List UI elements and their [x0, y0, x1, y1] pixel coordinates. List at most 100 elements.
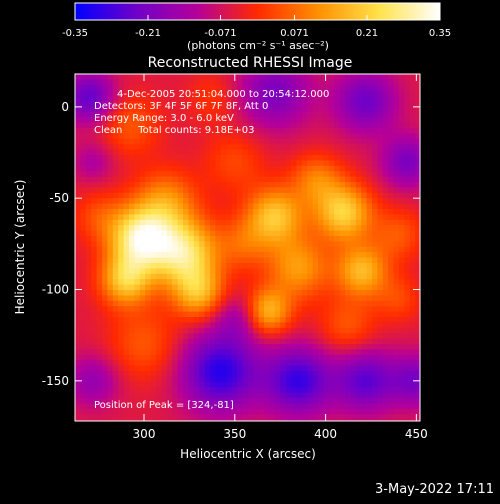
heatmap-cell: [161, 90, 168, 97]
heatmap-cell: [102, 360, 108, 367]
heatmap-cell: [123, 236, 130, 242]
heatmap-cell: [253, 95, 260, 102]
x-tick-label: 300: [133, 427, 156, 441]
heatmap-cell: [247, 252, 254, 259]
heatmap-cell: [285, 219, 292, 226]
heatmap-cell: [204, 252, 211, 259]
heatmap-cell: [253, 160, 260, 167]
heatmap-cell: [237, 95, 243, 102]
heatmap-cell: [415, 95, 420, 102]
heatmap-cell: [409, 354, 416, 361]
heatmap-cell: [166, 252, 173, 259]
heatmap-cell: [291, 187, 297, 194]
heatmap-cell: [274, 300, 281, 307]
heatmap-cell: [404, 155, 411, 161]
heatmap-cell: [166, 317, 173, 323]
heatmap-cell: [172, 117, 179, 124]
heatmap-cell: [204, 111, 211, 118]
heatmap-cell: [91, 225, 98, 232]
heatmap-cell: [258, 295, 265, 302]
heatmap-cell: [215, 398, 222, 404]
heatmap-cell: [328, 257, 335, 264]
heatmap-cell: [355, 290, 362, 296]
heatmap-cell: [75, 198, 81, 205]
heatmap-cell: [366, 344, 373, 350]
heatmap-cell: [150, 198, 157, 205]
heatmap-cell: [312, 219, 319, 226]
heatmap-cell: [253, 365, 260, 372]
heatmap-cell: [355, 117, 362, 124]
heatmap-cell: [231, 344, 238, 350]
heatmap-cell: [274, 236, 281, 242]
heatmap-cell: [210, 360, 216, 367]
heatmap-cell: [377, 257, 384, 264]
heatmap-cell: [231, 138, 238, 145]
heatmap-cell: [355, 279, 362, 286]
heatmap-cell: [231, 354, 238, 361]
heatmap-cell: [318, 187, 324, 194]
heatmap-cell: [156, 398, 162, 404]
heatmap-cell: [264, 117, 270, 124]
heatmap-cell: [399, 219, 405, 226]
heatmap-cell: [264, 101, 270, 107]
heatmap-cell: [409, 419, 416, 421]
heatmap-cell: [258, 398, 265, 404]
heatmap-cell: [296, 149, 303, 156]
heatmap-cell: [139, 268, 146, 275]
heatmap-cell: [409, 252, 416, 259]
heatmap-cell: [285, 192, 292, 199]
heatmap-cell: [139, 306, 146, 313]
heatmap-cell: [361, 246, 368, 253]
heatmap-cell: [393, 160, 400, 167]
heatmap-cell: [199, 74, 206, 80]
heatmap-cell: [307, 149, 314, 156]
heatmap-cell: [312, 381, 319, 388]
heatmap-cell: [112, 392, 119, 399]
heatmap-cell: [112, 246, 119, 253]
heatmap-cell: [107, 279, 114, 286]
heatmap-cell: [291, 306, 297, 313]
heatmap-cell: [112, 219, 119, 226]
heatmap-cell: [285, 360, 292, 367]
heatmap-cell: [377, 349, 384, 356]
heatmap-cell: [204, 295, 211, 302]
heatmap-cell: [312, 192, 319, 199]
heatmap-cell: [161, 176, 168, 183]
heatmap-cell: [177, 79, 184, 86]
heatmap-cell: [80, 84, 87, 91]
heatmap-cell: [231, 117, 238, 124]
heatmap-cell: [242, 165, 249, 172]
heatmap-cell: [274, 144, 281, 151]
heatmap-cell: [409, 84, 416, 91]
heatmap-cell: [226, 360, 233, 367]
heatmap-cell: [237, 403, 243, 410]
heatmap-cell: [388, 182, 395, 188]
heatmap-cell: [177, 349, 184, 356]
heatmap-cell: [204, 354, 211, 361]
heatmap-cell: [85, 387, 92, 394]
heatmap-cell: [258, 344, 265, 350]
heatmap-cell: [291, 209, 297, 215]
heatmap-cell: [199, 128, 206, 134]
heatmap-cell: [328, 95, 335, 102]
heatmap-cell: [210, 133, 216, 140]
heatmap-cell: [85, 214, 92, 221]
heatmap-cell: [388, 111, 395, 118]
heatmap-cell: [123, 214, 130, 221]
heatmap-cell: [285, 257, 292, 264]
heatmap-cell: [307, 160, 314, 167]
heatmap-cell: [253, 273, 260, 280]
heatmap-cell: [345, 300, 351, 307]
heatmap-cell: [231, 327, 238, 334]
heatmap-cell: [139, 128, 146, 134]
heatmap-cell: [312, 209, 319, 215]
heatmap-cell: [301, 155, 308, 161]
heatmap-cell: [139, 381, 146, 388]
heatmap-cell: [291, 117, 297, 124]
heatmap-cell: [85, 403, 92, 410]
heatmap-cell: [404, 419, 411, 421]
heatmap-cell: [220, 209, 227, 215]
heatmap-cell: [107, 192, 114, 199]
heatmap-cell: [361, 160, 368, 167]
heatmap-cell: [220, 317, 227, 323]
